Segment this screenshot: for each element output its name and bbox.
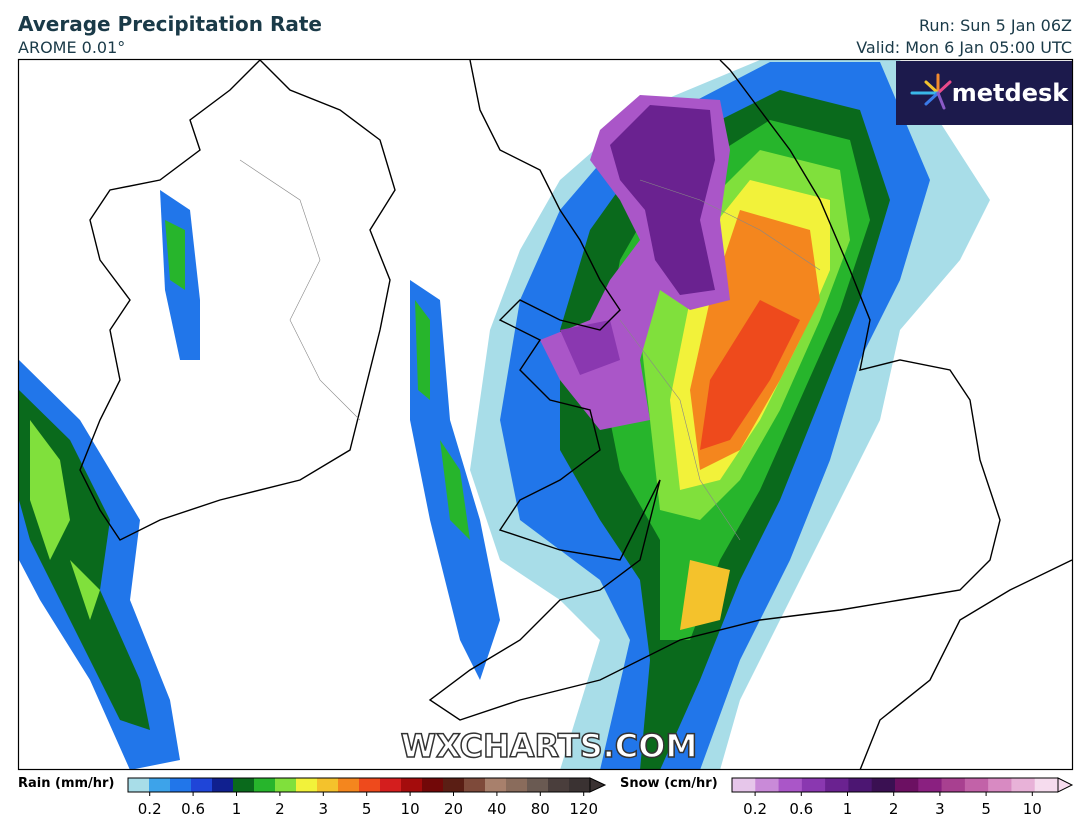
snow-swatch	[732, 778, 756, 792]
precipitation-field	[19, 60, 990, 769]
model-name: AROME 0.01°	[18, 38, 126, 57]
snow-tick-label: 10	[1023, 800, 1042, 818]
snow-swatch	[848, 778, 873, 792]
title: Average Precipitation Rate	[18, 12, 322, 36]
rain-swatch	[359, 778, 381, 792]
rain-tick-label: 20	[444, 800, 463, 818]
rain-tick-label: 10	[401, 800, 420, 818]
snow-swatch	[1011, 778, 1036, 792]
rain-swatch	[443, 778, 465, 792]
rain-tick-label: 120	[569, 800, 598, 818]
rain-swatch	[296, 778, 318, 792]
snow-swatch	[918, 778, 942, 792]
rain-swatch	[485, 778, 507, 792]
rain-arrow	[589, 777, 607, 793]
snow-arrow	[1057, 777, 1074, 793]
rain-swatch	[527, 778, 549, 792]
snow-tick-label: 1	[843, 800, 853, 818]
watermark: WXCHARTS.COM	[401, 727, 698, 765]
snow-swatch	[964, 778, 989, 792]
snow-swatch	[755, 778, 779, 792]
rain-swatch	[401, 778, 423, 792]
rain-tick-label: 0.2	[138, 800, 162, 818]
coastlines	[79, 60, 1072, 769]
rain-swatch	[422, 778, 444, 792]
snow-legend-label: Snow (cm/hr)	[620, 776, 718, 791]
snow-swatch	[801, 778, 826, 792]
map-frame	[17, 58, 1074, 771]
snow-swatch	[871, 778, 896, 792]
snow-swatch	[895, 778, 919, 792]
rain-swatch	[128, 778, 150, 792]
rain-swatch	[212, 778, 234, 792]
rain-swatch	[233, 778, 255, 792]
run-time: Run: Sun 5 Jan 06Z	[918, 16, 1072, 35]
rain-tick-label: 0.6	[181, 800, 205, 818]
rain-swatch	[506, 778, 528, 792]
rain-tick-label: 1	[232, 800, 242, 818]
rain-outline	[127, 777, 590, 793]
snow-swatch	[941, 778, 966, 792]
rain-swatch	[317, 778, 339, 792]
snow-tick-label: 0.6	[789, 800, 813, 818]
rain-legend-label: Rain (mm/hr)	[18, 776, 114, 791]
rain-swatch	[170, 778, 192, 792]
rain-tick-label: 3	[319, 800, 329, 818]
snow-swatch	[1034, 778, 1059, 792]
rain-swatch	[569, 778, 591, 792]
snow-tick-label: 0.2	[743, 800, 767, 818]
snow-swatch	[825, 778, 849, 792]
rain-swatch	[254, 778, 276, 792]
snow-swatch	[778, 778, 803, 792]
snow-tick-label: 5	[981, 800, 991, 818]
rain-swatch	[548, 778, 570, 792]
rain-tick-label: 80	[531, 800, 550, 818]
logo-text: metdesk	[952, 79, 1070, 107]
rain-swatch	[275, 778, 297, 792]
rain-tick-label: 2	[275, 800, 285, 818]
valid-time: Valid: Mon 6 Jan 05:00 UTC	[856, 38, 1072, 57]
rain-swatch	[338, 778, 360, 792]
rain-swatch	[149, 778, 171, 792]
snow-outline	[731, 777, 1058, 793]
snow-tick-label: 3	[935, 800, 945, 818]
snow-tick-label: 2	[889, 800, 899, 818]
rain-tick-label: 40	[487, 800, 506, 818]
rain-swatch	[464, 778, 486, 792]
rain-swatch	[191, 778, 213, 792]
rain-swatch	[380, 778, 402, 792]
rain-tick-label: 5	[362, 800, 372, 818]
legends: 0.2 0.6 1 2 3 5 10 20 40 80 120 0.2 0.6 1 2 3 5 10	[127, 777, 1074, 818]
borders	[239, 159, 821, 541]
snow-swatch	[988, 778, 1012, 792]
logo-icon	[910, 73, 952, 110]
